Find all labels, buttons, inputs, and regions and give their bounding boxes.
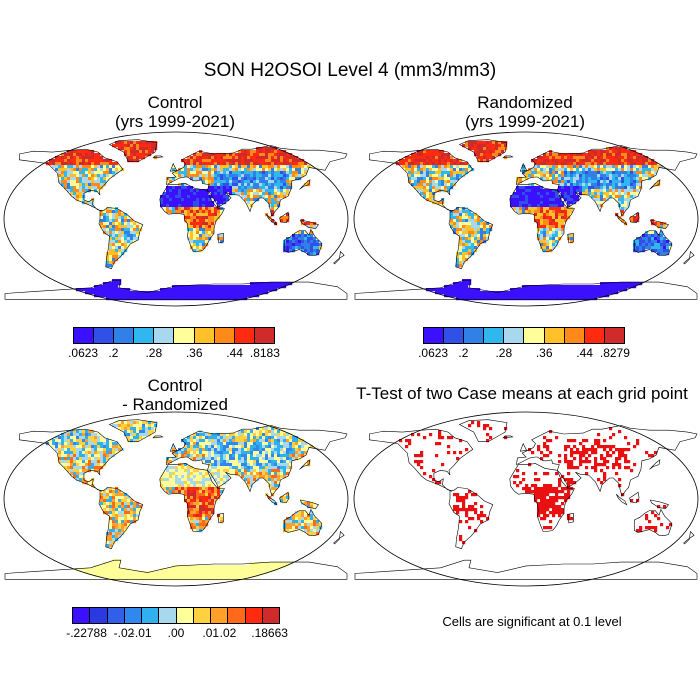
colorbar-label: .00	[167, 626, 185, 640]
ttest-map-field	[399, 421, 673, 545]
colorbar-label: .28	[495, 346, 513, 360]
control-map-field	[46, 141, 323, 301]
colorbar-label: .2	[458, 346, 469, 360]
difference-colorbar-swatches	[72, 607, 280, 624]
colorbar-label: .01	[202, 626, 220, 640]
colorbar-swatch	[74, 328, 95, 343]
colorbar-label: .36	[185, 346, 203, 360]
randomized-map-outline	[353, 131, 699, 307]
colorbar-swatch	[142, 608, 160, 623]
colorbar-swatch	[524, 328, 545, 343]
control-title-line2: (yrs 1999-2021)	[114, 112, 235, 131]
control-map-outline	[3, 131, 349, 307]
colorbar-swatch	[159, 608, 177, 623]
colorbar-swatch	[211, 608, 229, 623]
control-panel-title: Control (yrs 1999-2021)	[30, 93, 320, 131]
colorbar-label: -.02	[113, 626, 135, 640]
control-title-line1: Control	[147, 93, 203, 112]
colorbar-label: -.01	[130, 626, 152, 640]
randomized-colorbar-swatches	[423, 327, 625, 344]
control-colorbar: .0623 .2 .28 .36 .44 .8183	[68, 327, 280, 362]
randomized-panel-title: Randomized (yrs 1999-2021)	[380, 93, 670, 131]
colorbar-swatch	[544, 328, 565, 343]
colorbar-swatch	[245, 608, 263, 623]
difference-map-field	[46, 421, 323, 581]
difference-colorbar: -.22788 -.02 -.01 .00 .01.02 .18663	[66, 607, 288, 642]
randomized-map	[353, 131, 699, 307]
ttest-map	[353, 411, 699, 587]
randomized-title-line2: (yrs 1999-2021)	[464, 112, 585, 131]
randomized-colorbar-labels: .0623 .2 .28 .36 .44 .8279	[418, 346, 630, 362]
colorbar-swatch	[114, 328, 135, 343]
significance-note: Cells are significant at 0.1 level	[442, 614, 622, 629]
randomized-colorbar: .0623 .2 .28 .36 .44 .8279	[418, 327, 630, 362]
colorbar-swatch	[94, 328, 115, 343]
control-map	[3, 131, 349, 307]
colorbar-swatch	[107, 608, 125, 623]
colorbar-label: .44	[226, 346, 243, 360]
colorbar-swatch	[424, 328, 445, 343]
colorbar-swatch	[584, 328, 605, 343]
colorbar-swatch	[504, 328, 525, 343]
randomized-map-coastlines	[354, 139, 698, 300]
difference-title-line1: Control	[147, 376, 203, 395]
colorbar-label: -.22788	[66, 626, 107, 640]
control-colorbar-labels: .0623 .2 .28 .36 .44 .8183	[68, 346, 280, 362]
control-colorbar-swatches	[73, 327, 275, 344]
difference-colorbar-labels: -.22788 -.02 -.01 .00 .01.02 .18663	[66, 626, 288, 642]
colorbar-swatch	[193, 608, 211, 623]
ttest-map-outline	[353, 411, 699, 587]
randomized-map-field	[396, 141, 673, 301]
colorbar-swatch	[90, 608, 108, 623]
colorbar-swatch	[73, 608, 91, 623]
difference-panel-title: Control - Randomized	[30, 376, 320, 414]
colorbar-swatch	[154, 328, 175, 343]
colorbar-label: .02	[219, 626, 237, 640]
colorbar-swatch	[234, 328, 255, 343]
colorbar-swatch	[176, 608, 194, 623]
control-map-coastlines	[4, 139, 348, 300]
colorbar-swatch	[484, 328, 505, 343]
colorbar-label: .8183	[249, 346, 280, 360]
difference-map	[3, 411, 349, 587]
colorbar-swatch	[564, 328, 585, 343]
colorbar-label: .0623	[68, 346, 99, 360]
difference-map-coastlines	[4, 419, 348, 580]
colorbar-swatch	[214, 328, 235, 343]
colorbar-swatch	[254, 328, 274, 343]
colorbar-label: .28	[145, 346, 163, 360]
ttest-panel-title: T-Test of two Case means at each grid po…	[356, 384, 688, 403]
colorbar-label: .2	[108, 346, 119, 360]
ttest-map-coastlines	[354, 419, 698, 580]
colorbar-swatch	[604, 328, 624, 343]
colorbar-label: .18663	[251, 626, 288, 640]
colorbar-swatch	[228, 608, 246, 623]
colorbar-label: .44	[576, 346, 593, 360]
colorbar-swatch	[174, 328, 195, 343]
colorbar-swatch	[134, 328, 155, 343]
difference-title-line2: - Randomized	[122, 395, 228, 414]
colorbar-swatch	[464, 328, 485, 343]
colorbar-label: .0623	[418, 346, 449, 360]
colorbar-swatch	[262, 608, 279, 623]
colorbar-label: .8279	[599, 346, 630, 360]
difference-map-outline	[3, 411, 349, 587]
colorbar-label: .36	[535, 346, 553, 360]
colorbar-swatch	[444, 328, 465, 343]
randomized-title-line1: Randomized	[477, 93, 573, 112]
colorbar-swatch	[124, 608, 142, 623]
figure-title: SON H2OSOI Level 4 (mm3/mm3)	[203, 60, 497, 81]
colorbar-swatch	[194, 328, 215, 343]
